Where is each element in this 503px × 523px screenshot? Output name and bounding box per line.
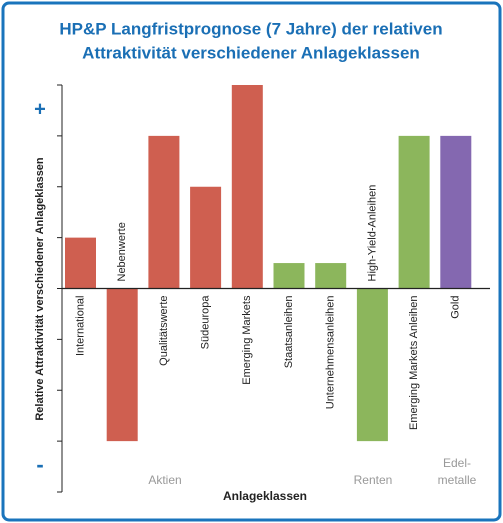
x-tick-label: Gold	[450, 296, 462, 319]
x-tick-label: Staatsanleihen	[283, 296, 295, 369]
x-axis-label: Anlageklassen	[223, 489, 307, 503]
x-tick-label: Qualitätswerte	[158, 296, 170, 366]
bar	[106, 288, 138, 442]
x-tick-label: Emerging Markets	[241, 295, 253, 385]
y-bottom-label: -	[36, 452, 43, 477]
bar	[440, 135, 472, 289]
bar	[231, 85, 263, 289]
bar	[398, 135, 430, 289]
bar	[315, 263, 347, 289]
bar	[65, 237, 96, 289]
bar	[148, 135, 180, 289]
x-tick-label: Südeuropa	[200, 295, 212, 350]
bar	[356, 288, 388, 442]
y-top-label: +	[34, 98, 46, 120]
bar	[190, 186, 222, 289]
bar	[273, 263, 305, 289]
x-tick-label: Nebenwerte	[116, 222, 128, 281]
x-tick-label: Unternehmensanleihen	[325, 296, 337, 410]
group-label: metalle	[438, 473, 477, 487]
y-axis-label: Relative Attraktivität verschiedener Anl…	[34, 157, 46, 421]
x-tick-label: Emerging Markets Anleihen	[408, 296, 420, 431]
chart-title: Attraktivität verschiedener Anlageklasse…	[82, 43, 420, 62]
group-label: Edel-	[443, 456, 471, 470]
chart-title: HP&P Langfristprognose (7 Jahre) der rel…	[59, 19, 442, 38]
x-tick-label: International	[74, 296, 86, 357]
x-tick-label: High-Yield-Anleihen	[366, 185, 378, 282]
group-label: Renten	[354, 473, 393, 487]
group-label: Aktien	[148, 473, 181, 487]
